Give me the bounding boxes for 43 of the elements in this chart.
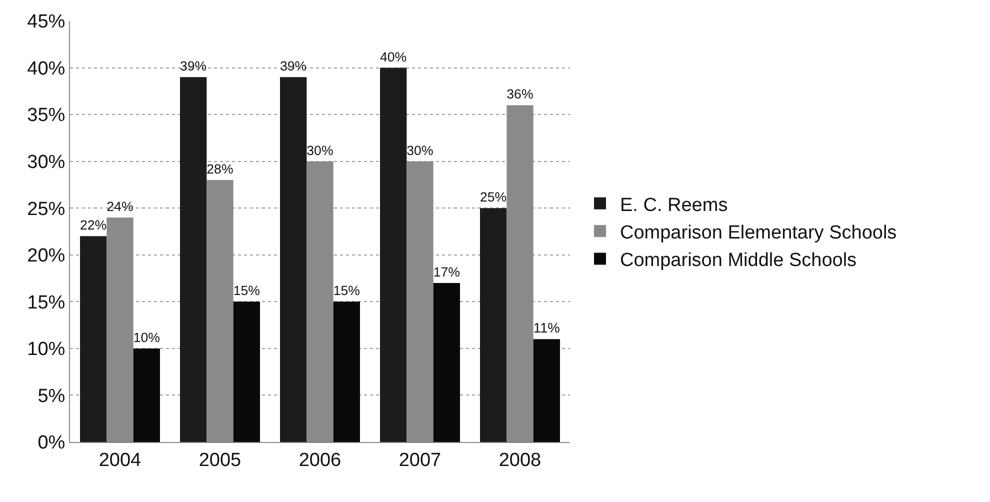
y-tick-label: 30% [27, 152, 66, 173]
data-label: 22% [80, 218, 107, 233]
bar [333, 302, 360, 442]
data-label: 25% [480, 190, 507, 205]
y-tick-label: 15% [27, 292, 66, 314]
legend-label: Comparison Middle Schools [620, 250, 857, 272]
y-tick-label: 35% [27, 105, 66, 126]
legend-label: E. C. Reems [620, 194, 728, 216]
y-tick-label: 5% [38, 386, 66, 407]
bar [80, 236, 107, 442]
y-tick-label: 10% [27, 339, 66, 360]
bar [233, 302, 260, 442]
data-label: 30% [406, 142, 434, 158]
data-label: 28% [206, 162, 234, 177]
bar [133, 348, 160, 442]
y-tick-label: 25% [27, 198, 66, 220]
data-label: 40% [380, 49, 407, 64]
data-label: 39% [180, 58, 207, 74]
x-tick-label: 2007 [398, 450, 442, 471]
y-tick-label: 40% [27, 58, 66, 80]
data-label: 24% [106, 198, 134, 214]
bar [280, 77, 307, 442]
bar [433, 282, 460, 442]
x-tick-label: 2005 [198, 450, 242, 471]
x-tick-label: 2006 [298, 450, 342, 471]
data-label: 36% [506, 86, 534, 102]
data-label: 17% [433, 264, 460, 280]
x-tick-label: 2008 [498, 450, 542, 471]
data-label: 15% [333, 283, 360, 298]
x-tick-label: 2004 [98, 450, 142, 471]
legend-label: Comparison Elementary Schools [620, 222, 897, 244]
bar [380, 68, 407, 442]
data-label: 30% [306, 142, 334, 158]
y-tick-label: 45% [27, 12, 66, 33]
bar [480, 208, 507, 442]
bar [533, 339, 560, 442]
data-label: 39% [280, 58, 307, 74]
y-tick-label: 20% [27, 246, 66, 267]
bar [180, 77, 207, 442]
data-label: 15% [233, 283, 260, 298]
data-label: 10% [133, 330, 160, 345]
data-label: 11% [533, 320, 560, 336]
y-tick-label: 0% [38, 432, 66, 454]
